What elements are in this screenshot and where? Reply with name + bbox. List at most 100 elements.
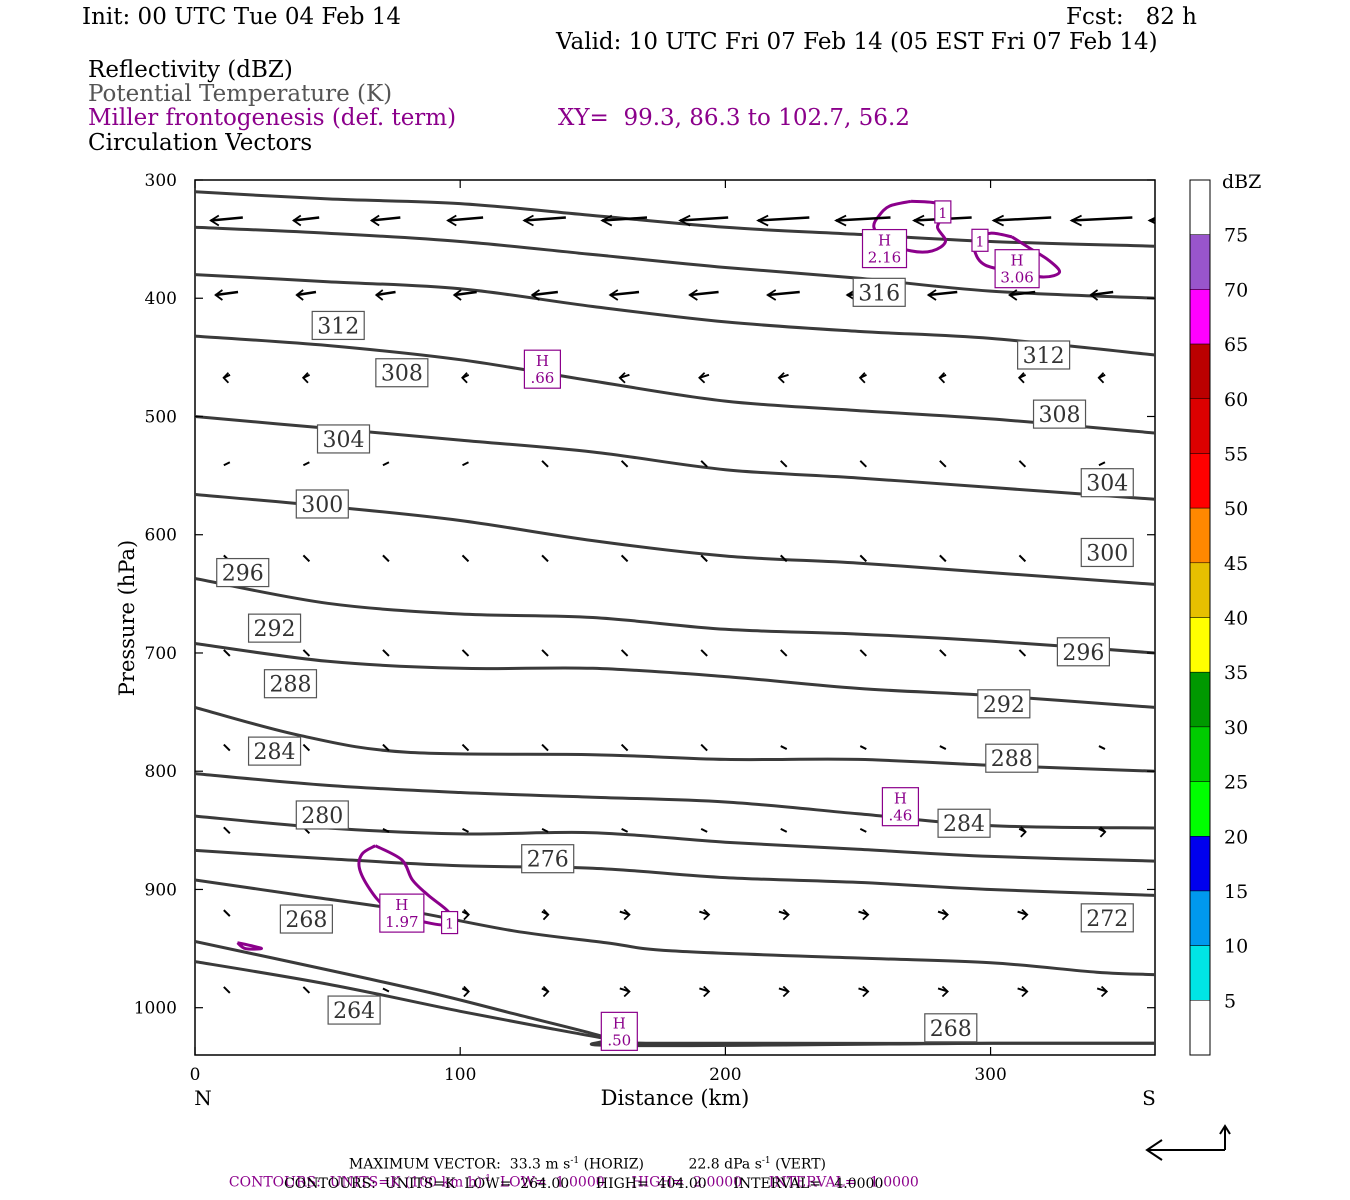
colorbar-title: dBZ	[1222, 171, 1261, 193]
circulation-vector	[541, 985, 550, 998]
svg-text:1: 1	[976, 234, 985, 250]
circulation-vector	[699, 908, 711, 921]
circulation-vector	[777, 372, 789, 384]
circulation-vector	[1179, 650, 1185, 656]
circulation-vector	[541, 554, 549, 563]
circulation-vector	[382, 987, 390, 993]
circulation-vector	[926, 289, 958, 301]
circulation-vector	[302, 986, 311, 994]
circulation-vector	[1017, 908, 1029, 921]
theta-contour-288	[195, 705, 1155, 773]
circulation-vector	[619, 985, 631, 998]
theta-contour-info: CONTOURS: UNITS=K LOW= 264.00 HIGH= 404.…	[284, 1176, 884, 1192]
max-vector-vert: 22.8 dPa s	[688, 1156, 762, 1173]
circulation-vector	[382, 554, 390, 563]
circulation-vector	[461, 554, 470, 563]
circulation-vector	[461, 649, 470, 657]
y-tick-label: 300	[145, 171, 177, 191]
circulation-vector	[699, 985, 711, 998]
svg-text:H: H	[894, 790, 907, 808]
circulation-vector	[382, 827, 390, 833]
theta-label: 308	[375, 358, 429, 388]
theta-contour-272	[195, 878, 1155, 977]
circulation-vector	[302, 554, 311, 563]
circulation-vector	[1178, 827, 1184, 837]
theta-label: 288	[263, 669, 318, 699]
svg-text:1: 1	[445, 917, 454, 933]
y-axis-label: Pressure (hPa)	[115, 540, 139, 696]
circulation-vector	[452, 289, 477, 301]
y-tick-label: 900	[145, 880, 177, 900]
theta-label: 264	[327, 995, 381, 1025]
circulation-vector	[302, 649, 311, 657]
svg-text:308: 308	[381, 362, 423, 387]
circulation-vector	[223, 826, 231, 835]
colorbar-label: 30	[1224, 717, 1248, 739]
circulation-vector	[1098, 745, 1106, 750]
circulation-vector	[618, 372, 630, 384]
circulation-vector	[778, 908, 790, 921]
theta-contour-308	[195, 334, 1155, 435]
svg-text:308: 308	[1039, 403, 1081, 428]
svg-text:3.06: 3.06	[1000, 269, 1033, 287]
circulation-vector	[369, 214, 401, 227]
circulation-vector	[859, 554, 867, 563]
y-tick-label: 600	[145, 526, 177, 546]
frontogenesis-contour	[357, 844, 454, 927]
circulation-vector	[608, 289, 640, 301]
axes: 300 400 500 600 700 800 900 1000 0 100 200 300 N S	[134, 171, 1156, 1110]
circulation-vector	[295, 289, 317, 301]
theta-contour-316	[195, 225, 1155, 300]
frontogenesis-maximum: H.46	[881, 787, 920, 827]
circulation-vector	[209, 214, 243, 227]
circulation-vector	[223, 909, 231, 917]
circulation-vector	[698, 372, 710, 384]
colorbar-swatch	[1189, 179, 1211, 235]
circulation-vector	[1069, 214, 1133, 227]
circulation-vector	[620, 649, 629, 657]
frontogenesis-contour-units: CONTOURS: UNITS=K (100 km h)	[228, 1174, 483, 1191]
svg-text:H: H	[395, 896, 408, 914]
colorbar-swatch	[1189, 453, 1211, 509]
colorbar: 5 10 15 20 25 30 35 40 45 50 55 60 65 70 75 dBZ	[1189, 171, 1261, 1056]
circulation-vector	[700, 554, 708, 563]
theta-label: 304	[316, 424, 371, 454]
circulation-vector	[1147, 216, 1155, 225]
circulation-vector	[541, 460, 549, 468]
circulation-vector	[382, 461, 390, 467]
theta-label: 272	[1080, 903, 1134, 933]
svg-text:268: 268	[285, 908, 327, 933]
circulation-vector	[859, 827, 867, 833]
frontogenesis-contour-label: 1	[934, 200, 952, 224]
circulation-vector	[780, 554, 788, 563]
svg-text:300: 300	[301, 493, 343, 518]
circulation-vector	[858, 372, 867, 384]
max-vector-horiz-exponent: -1	[570, 1156, 580, 1166]
theta-contour-296	[195, 577, 1155, 655]
theta-label: 300	[295, 489, 349, 519]
circulation-vector	[1098, 826, 1107, 838]
circulation-vector	[461, 908, 470, 921]
colorbar-label: 35	[1224, 662, 1248, 684]
circulation-vector	[620, 743, 629, 752]
svg-text:H: H	[536, 352, 549, 370]
field-frontogenesis: Miller frontogenesis (def. term)	[88, 105, 457, 131]
circulation-vector	[1177, 986, 1187, 996]
circulation-vector	[858, 985, 870, 998]
circulation-vector	[700, 827, 708, 833]
circulation-vector	[541, 827, 549, 833]
max-vector-horiz-tail: (HORIZ)	[583, 1156, 644, 1173]
svg-text:H: H	[1011, 252, 1024, 270]
x-end-label-south: S	[1142, 1086, 1156, 1110]
svg-text:264: 264	[333, 999, 375, 1024]
field-potential-temperature: Potential Temperature (K)	[88, 81, 393, 107]
circulation-vector	[1018, 554, 1027, 563]
colorbar-label: 25	[1224, 772, 1248, 794]
circulation-vector	[1098, 461, 1106, 467]
svg-text:H: H	[878, 232, 891, 250]
colorbar-label: 40	[1224, 608, 1248, 630]
max-vector-line: MAXIMUM VECTOR: 33.3 m s-1 (HORIZ) 22.8 …	[340, 1140, 826, 1173]
circulation-vector	[461, 372, 470, 384]
colorbar-label: 75	[1224, 225, 1248, 247]
colorbar-label: 50	[1224, 498, 1248, 520]
